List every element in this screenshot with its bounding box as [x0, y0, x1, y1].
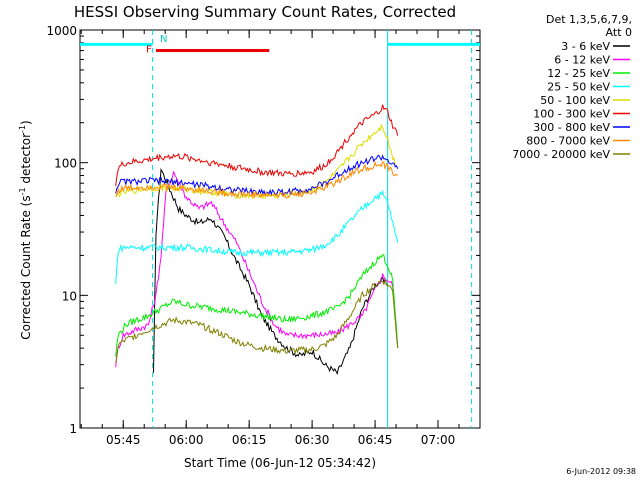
chart-title: HESSI Observing Summary Count Rates, Cor… [74, 3, 456, 21]
series-line-5 [115, 123, 399, 200]
y-axis: 1 10 100 1000 [46, 24, 480, 436]
legend-entry-label: 800 - 7000 keV [526, 135, 610, 148]
series-line-3 [115, 253, 399, 357]
legend-header-1: Det 1,3,5,6,7,9, [546, 13, 632, 26]
x-tick-label: 06:45 [358, 433, 393, 447]
legend-header-2: Att 0 [606, 26, 632, 39]
legend-entry-label: 100 - 300 keV [533, 108, 610, 121]
legend-entry-label: 6 - 12 keV [554, 54, 610, 67]
night-flag-label: N [160, 34, 167, 45]
y-axis-label-part3: ) [19, 120, 33, 125]
orbit-overlays: FN [80, 30, 480, 428]
flare-flag-label: F [146, 45, 152, 56]
y-axis-label-part1: Corrected Count Rate (s [19, 195, 33, 339]
legend-entry-label: 50 - 100 keV [540, 94, 610, 107]
y-tick-label: 10 [62, 289, 77, 303]
footer-date: 6-Jun-2012 09:38 [566, 467, 636, 476]
y-axis-label-part2: detector [19, 133, 33, 188]
x-tick-label: 07:00 [421, 433, 456, 447]
y-tick-label: 1000 [46, 24, 77, 38]
y-axis-label-sup2: -1 [18, 125, 27, 133]
series-line-9 [115, 279, 399, 363]
x-tick-label: 06:30 [295, 433, 330, 447]
y-axis-label: Corrected Count Rate (s-1 detector-1) [18, 120, 33, 339]
legend-entry-label: 300 - 800 keV [533, 121, 610, 134]
series-line-2 [115, 170, 399, 368]
series-layer [115, 104, 399, 376]
x-tick-label: 05:45 [106, 433, 141, 447]
x-tick-label: 06:00 [169, 433, 204, 447]
x-axis-label: Start Time (06-Jun-12 05:34:42) [184, 456, 376, 470]
legend-entry-label: 7000 - 20000 keV [512, 148, 610, 161]
legend-entry-label: 3 - 6 keV [561, 40, 610, 53]
y-tick-label: 1 [69, 422, 77, 436]
legend-entry-label: 25 - 50 keV [547, 81, 610, 94]
series-line-4 [115, 189, 399, 285]
x-tick-label: 06:15 [232, 433, 267, 447]
legend-entry-label: 12 - 25 keV [547, 67, 610, 80]
y-tick-label: 100 [54, 157, 77, 171]
series-line-6 [115, 104, 399, 187]
series-line-8 [115, 160, 399, 199]
x-axis: 05:45 06:00 06:15 06:30 06:45 07:00 [80, 30, 481, 447]
y-axis-label-sup1: -1 [18, 187, 27, 195]
series-line-1 [153, 168, 388, 376]
plot-frame [79, 29, 481, 429]
